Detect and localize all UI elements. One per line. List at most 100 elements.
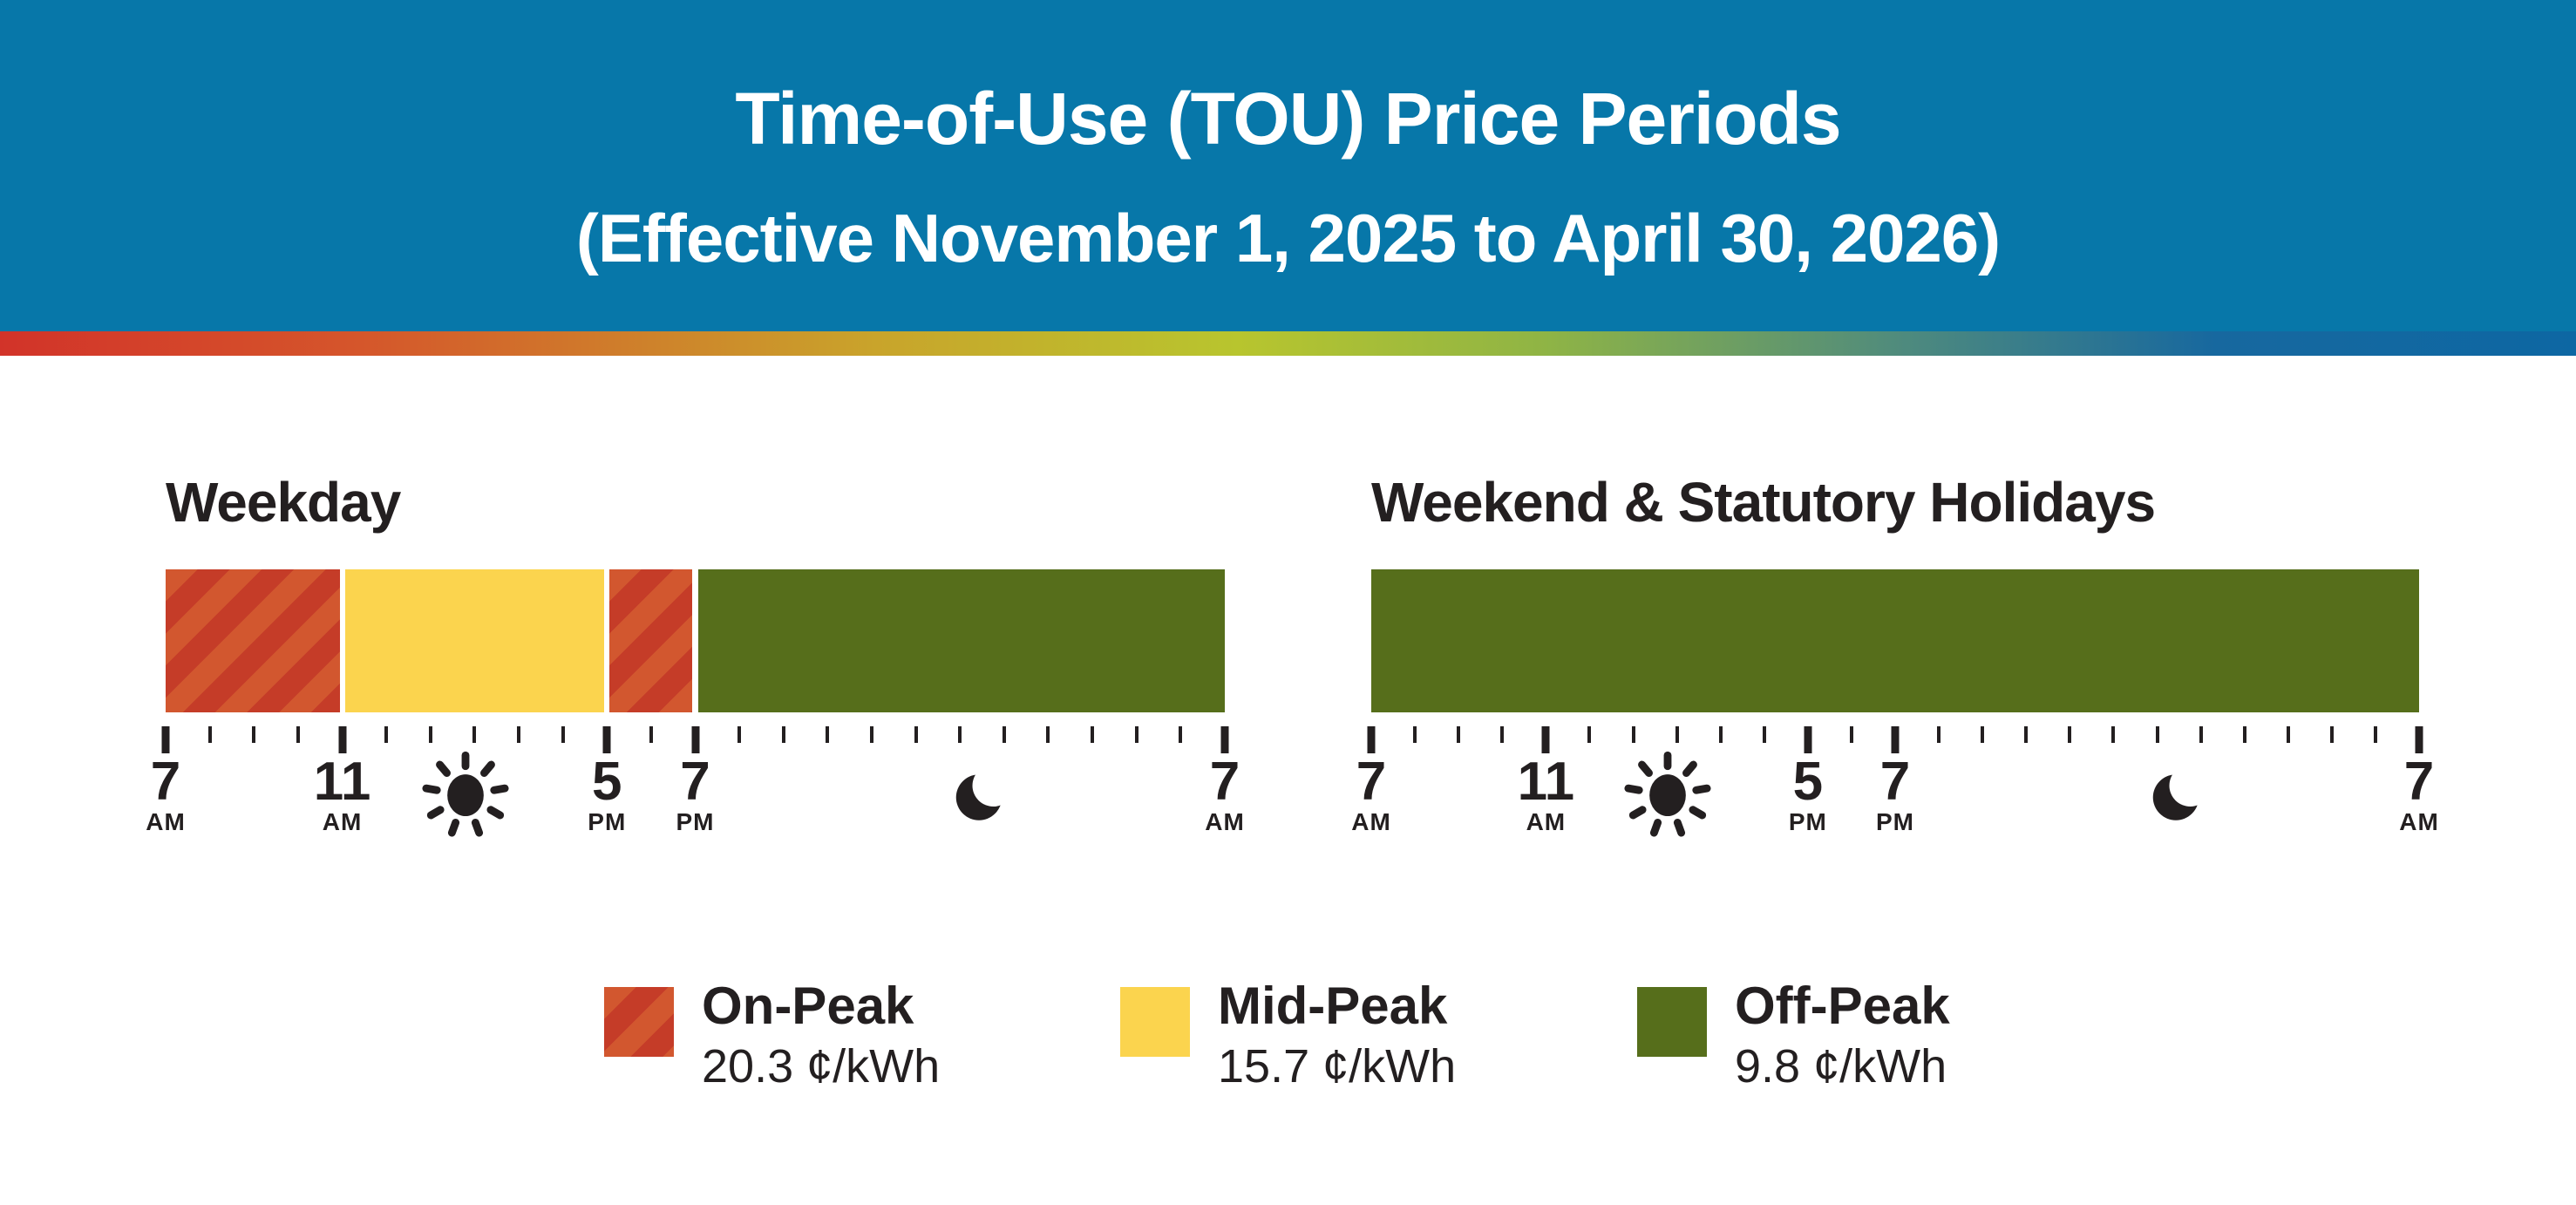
tick bbox=[1500, 726, 1505, 743]
tick bbox=[1718, 726, 1723, 743]
tick bbox=[1762, 726, 1766, 743]
tick bbox=[2111, 726, 2116, 743]
sun-icon bbox=[418, 750, 513, 837]
tick bbox=[1367, 726, 1376, 753]
axis-label: 5 PM bbox=[1788, 752, 1827, 836]
tick bbox=[2068, 726, 2072, 743]
tick bbox=[384, 726, 389, 743]
legend: On-Peak 20.3 ¢/kWh Mid-Peak 15.7 ¢/kWh Off-P… bbox=[0, 980, 2576, 1102]
axis-label: 7 AM bbox=[1351, 752, 1391, 834]
chart-title: Weekend & Statutory Holidays bbox=[1371, 471, 2156, 534]
axis-label: 7 PM bbox=[1876, 752, 1914, 836]
axis-ticks bbox=[161, 726, 1229, 756]
axis-label: 7 AM bbox=[146, 752, 186, 836]
tick bbox=[561, 726, 565, 743]
tick bbox=[1891, 726, 1900, 753]
legend-label: Mid-Peak bbox=[1218, 977, 1448, 1035]
tick bbox=[2329, 726, 2334, 743]
axis-label: 11 AM bbox=[1517, 752, 1575, 836]
axis-labels: 7 AM 11 AM 5 PM 7 PM 7 AM bbox=[1351, 752, 2438, 853]
moon-icon bbox=[934, 750, 1030, 837]
tick bbox=[2286, 726, 2290, 743]
tick bbox=[1587, 726, 1592, 743]
axis-label-hour: 11 bbox=[1517, 752, 1575, 812]
tick bbox=[1046, 726, 1050, 743]
tick bbox=[1091, 726, 1095, 743]
tick bbox=[737, 726, 742, 743]
tick bbox=[691, 726, 699, 753]
weekend-chart: Weekend & Statutory Holidays 7 AM 11 AM 5 PM 7… bbox=[1351, 471, 2438, 858]
tou-bar bbox=[166, 569, 1225, 712]
tick bbox=[296, 726, 300, 743]
axis-label: 7 AM bbox=[2399, 752, 2439, 836]
axis-label: 11 AM bbox=[313, 752, 371, 834]
axis-label-hour: 7 bbox=[150, 752, 181, 812]
weekday-chart: Weekday 7 AM 11 AM 5 PM 7 PM 7 AM bbox=[146, 474, 1244, 858]
tick bbox=[602, 726, 611, 753]
axis-ticks bbox=[1367, 726, 2423, 756]
tick bbox=[1937, 726, 1941, 743]
tick bbox=[958, 726, 962, 743]
header-banner: Time-of-Use (TOU) Price Periods (Effecti… bbox=[0, 0, 2576, 331]
tick bbox=[1413, 726, 1417, 743]
axis-label: 7 AM bbox=[1205, 752, 1245, 836]
axis-label-hour: 11 bbox=[313, 752, 371, 812]
tick bbox=[2415, 726, 2423, 753]
tick bbox=[516, 726, 520, 743]
axis-label-hour: 7 bbox=[1356, 752, 1387, 812]
legend-price: 15.7 ¢/kWh bbox=[1218, 1040, 1457, 1093]
axis-label-hour: 7 bbox=[680, 752, 710, 812]
tick bbox=[2373, 726, 2377, 743]
tick bbox=[826, 726, 830, 743]
axis-label-hour: 7 bbox=[2403, 752, 2435, 812]
tick bbox=[1179, 726, 1183, 743]
axis-label: 5 PM bbox=[588, 752, 627, 836]
tick bbox=[1849, 726, 1853, 743]
axis-label-meridiem: AM bbox=[1526, 808, 1567, 836]
segment-off-peak bbox=[697, 569, 1225, 712]
axis-labels: 7 AM 11 AM 5 PM 7 PM 7 AM bbox=[146, 752, 1244, 853]
tick bbox=[781, 726, 785, 743]
legend-swatch-off-peak bbox=[1637, 987, 1707, 1057]
segment-on-peak bbox=[609, 569, 693, 712]
legend-price: 20.3 ¢/kWh bbox=[702, 1040, 941, 1093]
tou-bar bbox=[1371, 569, 2419, 712]
tick bbox=[1457, 726, 1461, 743]
axis-label-meridiem: AM bbox=[146, 808, 186, 836]
tick bbox=[2199, 726, 2203, 743]
axis-label-meridiem: PM bbox=[1876, 808, 1914, 836]
tick bbox=[1134, 726, 1138, 743]
tick bbox=[870, 726, 873, 743]
segment-off-peak bbox=[1371, 569, 2419, 712]
tick bbox=[1631, 726, 1635, 743]
tick bbox=[1804, 726, 1812, 753]
legend-price: 9.8 ¢/kWh bbox=[1735, 1040, 1947, 1093]
tick bbox=[1002, 726, 1006, 743]
tick bbox=[1675, 726, 1679, 743]
axis-label-hour: 7 bbox=[1209, 752, 1240, 812]
tick bbox=[252, 726, 256, 743]
legend-swatch-on-peak bbox=[604, 987, 674, 1057]
axis-label-hour: 5 bbox=[1792, 752, 1824, 812]
axis-label-meridiem: PM bbox=[588, 808, 627, 836]
legend-swatch-mid-peak bbox=[1120, 987, 1190, 1057]
tick bbox=[1220, 726, 1229, 753]
axis-label: 7 PM bbox=[676, 752, 715, 836]
rainbow-stripe bbox=[0, 331, 2576, 356]
tick bbox=[2024, 726, 2029, 743]
axis-label-hour: 5 bbox=[592, 752, 622, 812]
tick bbox=[472, 726, 477, 743]
sun-icon bbox=[1620, 750, 1716, 837]
axis-label-meridiem: AM bbox=[2399, 808, 2439, 836]
axis-label-meridiem: PM bbox=[1788, 808, 1827, 836]
moon-icon bbox=[2131, 750, 2226, 837]
tick bbox=[161, 726, 170, 753]
axis-label-hour: 7 bbox=[1879, 752, 1911, 812]
axis-label-meridiem: PM bbox=[676, 808, 715, 836]
page-subtitle: (Effective November 1, 2025 to April 30,… bbox=[575, 200, 2001, 276]
page-title: Time-of-Use (TOU) Price Periods bbox=[735, 78, 1841, 160]
legend-label: Off-Peak bbox=[1735, 977, 1950, 1035]
tick bbox=[1981, 726, 1985, 743]
axis-label-meridiem: AM bbox=[1205, 808, 1245, 836]
segment-on-peak bbox=[166, 569, 340, 712]
